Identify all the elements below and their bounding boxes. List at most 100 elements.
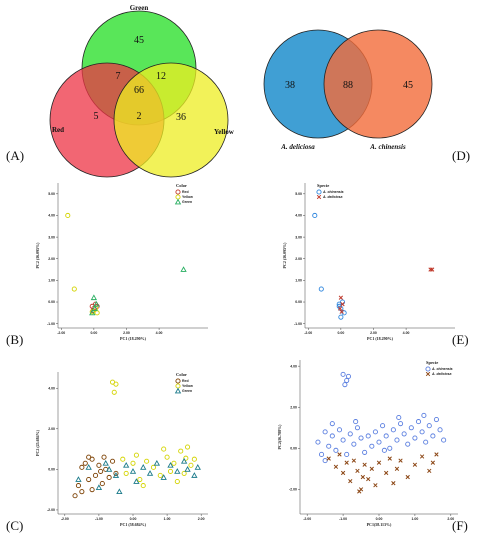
data-point-e-s0 [312, 212, 318, 219]
y-tick-label-f: -2.00 [289, 488, 297, 492]
y-tick-label-b: 4.00 [48, 214, 55, 218]
data-point-f-s0 [329, 433, 335, 439]
data-point-f-s0 [401, 431, 407, 437]
data-point-f-s1 [398, 458, 403, 463]
data-point-f-s0 [353, 419, 359, 425]
data-point-f-s0 [372, 429, 378, 435]
data-point-c-s2 [116, 488, 123, 495]
legend-marker-c-s1 [175, 383, 181, 389]
legend-label-e-s1: A. deliciosa [322, 195, 343, 199]
data-point-f-s1 [326, 456, 331, 461]
data-point-f-s0 [441, 437, 447, 443]
x-tick-label-e: 0.00 [337, 331, 344, 335]
panel-label-f: (F) [452, 518, 468, 533]
legend-marker-b-s0 [175, 189, 181, 195]
panel-label-d: (D) [452, 148, 470, 163]
data-point-c-s0 [82, 460, 88, 466]
data-point-f-s0 [322, 458, 328, 464]
panel-label-b: (B) [6, 332, 23, 347]
data-point-c-s1 [130, 460, 136, 466]
legend-label-b-s0: Red [182, 190, 189, 194]
data-point-f-s0 [333, 447, 339, 453]
y-tick-label-b: 3.00 [48, 235, 55, 239]
x-tick-label-e: -2.00 [304, 331, 312, 335]
x-tick-label-c: 0.00 [130, 517, 137, 521]
data-point-e-s0 [318, 286, 324, 292]
data-point-f-s0 [383, 433, 389, 439]
data-point-f-s1 [419, 454, 425, 459]
x-axis-label-e: PC1 (18.290%) [367, 336, 394, 341]
data-point-f-s0 [412, 435, 418, 441]
x-tick-label-c: 2.00 [198, 517, 205, 521]
data-point-f-s1 [348, 478, 353, 484]
data-point-e-s1 [337, 306, 343, 311]
data-point-f-s0 [340, 437, 346, 443]
data-point-b-s2 [91, 305, 98, 311]
data-point-f-s1 [333, 464, 339, 469]
data-point-f-s1 [360, 474, 365, 480]
data-point-f-s0 [322, 429, 328, 435]
legend-label-b-s2: Green [182, 200, 192, 204]
data-point-f-s1 [405, 474, 410, 480]
venn-count-yellow-only: 36 [176, 112, 186, 123]
y-tick-label-e: 4.00 [295, 214, 302, 218]
data-point-b-s1 [71, 286, 77, 292]
data-point-f-s0 [329, 421, 335, 427]
data-point-f-s0 [437, 427, 443, 433]
y-tick-label-b: 0.00 [48, 300, 55, 304]
x-tick-label-f: -1.00 [339, 517, 347, 521]
x-tick-label-b: 0.00 [90, 331, 97, 335]
data-point-c-s0 [86, 454, 92, 460]
data-point-e-s1 [430, 267, 435, 272]
data-point-c-s1 [171, 460, 177, 466]
venn-label-red: Red [52, 126, 64, 134]
venn-label-green: Green [130, 4, 149, 12]
data-point-c-s2 [191, 472, 198, 478]
data-point-c-s0 [96, 462, 102, 468]
y-tick-label-b: 1.00 [48, 279, 55, 283]
data-point-c-s1 [164, 454, 170, 460]
y-tick-label-e: 3.00 [295, 235, 302, 239]
data-point-f-s0 [315, 439, 321, 445]
x-axis-label-c: PC1 (58.684%) [120, 522, 147, 527]
legend-marker-c-s2 [174, 387, 182, 394]
data-point-c-s1 [183, 455, 189, 461]
venn-count-all: 66 [134, 85, 144, 96]
legend-label-c-s1: Yellow [182, 384, 193, 388]
data-point-f-s0 [426, 423, 432, 429]
data-point-f-s1 [355, 468, 360, 474]
data-point-b-s2 [90, 294, 98, 301]
y-tick-label-c: 0.00 [48, 468, 55, 472]
legend-title-f: Specie [426, 360, 438, 365]
y-axis-label-f: PC2(16.788%) [277, 424, 282, 450]
data-point-c-s0 [72, 493, 78, 499]
scatter-plot-c: -2.00 -1.00 0.00 1.00 2.00 -2.00 0.00 2.00 4.00 P… [35, 372, 208, 527]
data-point-f-s0 [318, 451, 325, 458]
data-point-f-s0 [344, 377, 350, 384]
data-point-c-s0 [79, 464, 85, 470]
x-tick-label-b: 4.00 [156, 331, 163, 335]
data-point-f-s0 [345, 373, 352, 379]
x-tick-label-c: -2.00 [61, 517, 69, 521]
data-point-f-s1 [344, 460, 349, 465]
data-point-e-s0 [341, 310, 347, 316]
data-point-f-s1 [391, 481, 396, 486]
data-point-b-s2 [93, 300, 100, 307]
data-point-f-s1 [340, 470, 346, 476]
data-point-f-s0 [347, 431, 353, 437]
x-tick-label-f: 1.00 [412, 517, 419, 521]
data-point-f-s0 [387, 445, 393, 451]
data-point-f-s0 [394, 437, 400, 443]
y-tick-label-b: 2.00 [48, 257, 55, 261]
data-point-c-s0 [92, 472, 99, 479]
data-point-c-s0 [101, 454, 107, 460]
data-point-c-s1 [161, 446, 167, 452]
data-point-e-s1 [340, 302, 345, 307]
x-tick-label-f: 0.00 [376, 517, 383, 521]
data-point-f-s1 [394, 466, 400, 471]
data-point-c-s2 [174, 468, 181, 474]
legend-label-c-s0: Red [182, 379, 189, 383]
y-tick-label-e: 1.00 [295, 279, 302, 283]
venn-count-chinensis-only: 45 [403, 80, 413, 91]
scatter-plot-b: -2.00 0.00 2.00 4.00 -1.00 0.00 1.00 2.00 3.00 4.… [35, 183, 208, 341]
